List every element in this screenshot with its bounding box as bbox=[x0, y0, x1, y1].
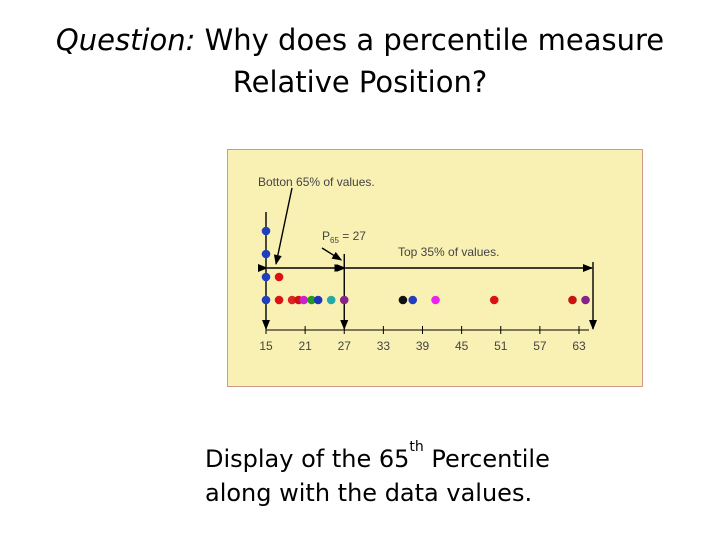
bottom-65-label: Botton 65% of values. bbox=[258, 175, 375, 189]
bottom-label-pointer bbox=[273, 187, 293, 265]
axis-tick-label: 39 bbox=[416, 339, 430, 353]
caption: Display of the 65th Percentile along wit… bbox=[205, 439, 550, 510]
data-point bbox=[261, 249, 271, 259]
data-point bbox=[408, 295, 418, 305]
caption-line-1: Display of the 65th Percentile bbox=[205, 439, 550, 473]
data-point bbox=[568, 295, 577, 305]
data-point bbox=[261, 295, 271, 305]
percentile-diagram: Botton 65% of values. P65 = 27 Top 35% o… bbox=[258, 175, 597, 353]
data-point bbox=[398, 295, 408, 305]
axis-tick-label: 57 bbox=[533, 339, 547, 353]
caption-line-2: along with the data values. bbox=[205, 479, 533, 507]
title-line-1: Question: Why does a percentile measure bbox=[0, 20, 720, 60]
p65-label: P65 = 27 bbox=[322, 229, 366, 245]
data-point bbox=[326, 295, 336, 305]
title-line-2: Relative Position? bbox=[232, 65, 488, 99]
data-point bbox=[261, 226, 271, 236]
data-point bbox=[287, 295, 297, 305]
data-point bbox=[339, 295, 349, 305]
data-point bbox=[489, 295, 499, 305]
data-point bbox=[261, 272, 271, 282]
axis-tick-label: 45 bbox=[455, 339, 469, 353]
caption-superscript: th bbox=[409, 439, 424, 455]
data-point bbox=[431, 295, 440, 305]
axis-tick-label: 27 bbox=[338, 339, 352, 353]
axis-tick-label: 21 bbox=[298, 339, 312, 353]
data-point bbox=[274, 295, 284, 305]
question-label: Question: bbox=[55, 23, 196, 57]
axis-tick-label: 33 bbox=[377, 339, 391, 353]
title-question-text: Why does a percentile measure bbox=[204, 23, 665, 57]
percentile-figure: Botton 65% of values. P65 = 27 Top 35% o… bbox=[227, 149, 643, 387]
axis-tick-label: 51 bbox=[494, 339, 508, 353]
data-point bbox=[581, 295, 590, 305]
axis-tick-label: 15 bbox=[259, 339, 273, 353]
top-35-label: Top 35% of values. bbox=[398, 245, 499, 259]
data-point bbox=[274, 272, 284, 282]
percentile-label-pointer bbox=[321, 247, 343, 261]
data-point bbox=[313, 295, 323, 305]
data-point bbox=[307, 295, 316, 305]
data-point bbox=[299, 295, 309, 305]
axis-tick-label: 63 bbox=[572, 339, 586, 353]
